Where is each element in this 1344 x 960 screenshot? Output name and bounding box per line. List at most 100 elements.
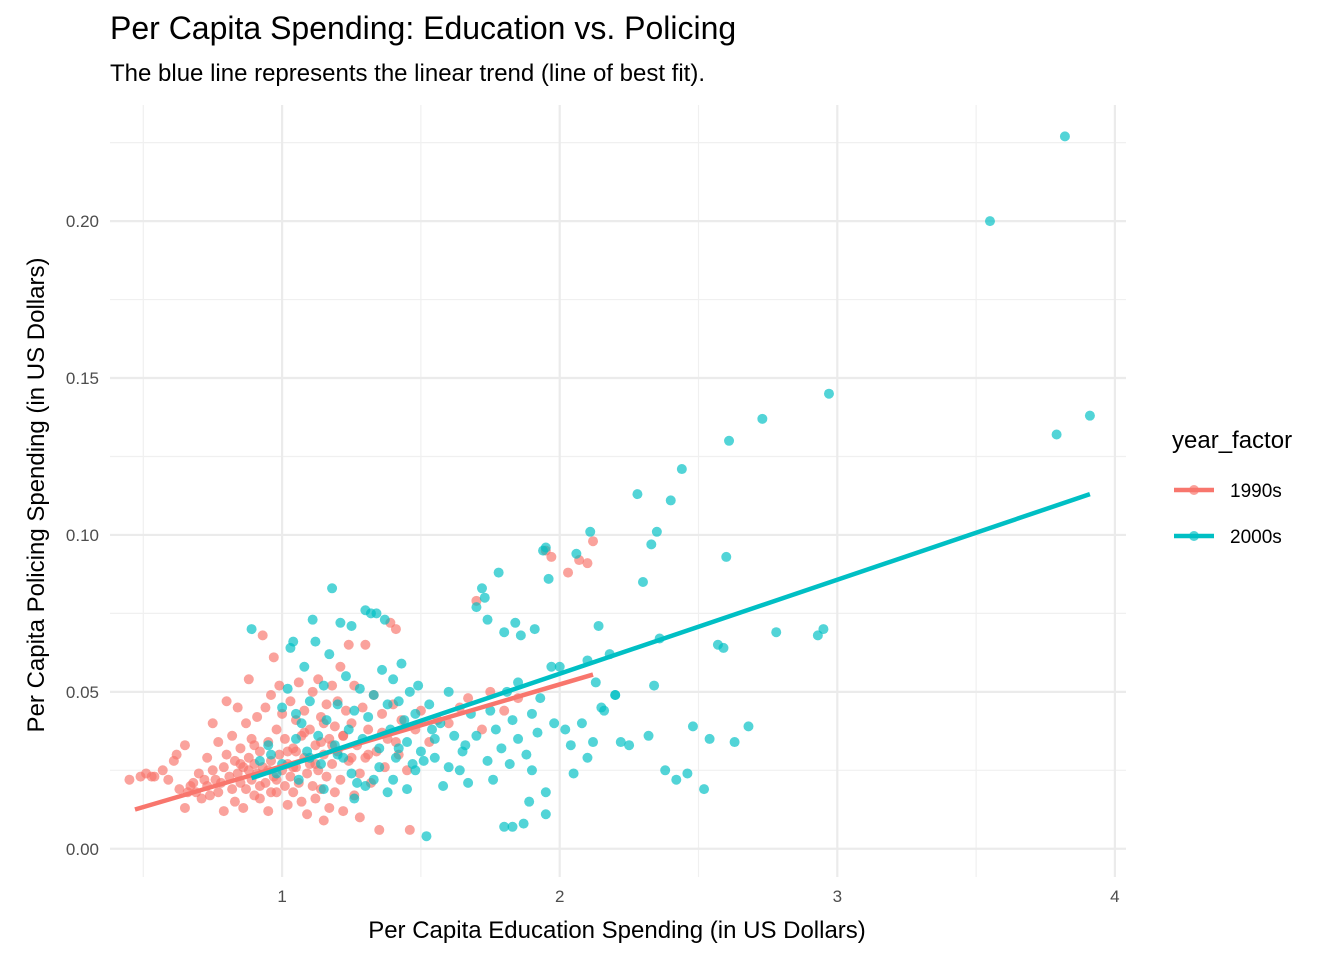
data-point [449,730,460,741]
data-point [476,583,487,594]
data-point [454,765,465,776]
data-point [229,796,240,807]
data-point [404,824,415,835]
data-point [540,809,551,820]
data-point [410,765,421,776]
data-point [463,693,474,704]
data-point [463,777,474,788]
data-point [507,715,518,726]
data-point [984,216,995,227]
data-point [396,658,407,669]
data-point [438,780,449,791]
data-point [546,551,557,562]
data-point [643,730,654,741]
data-point [393,743,404,754]
data-point [479,592,490,603]
major-gridlines [110,105,1126,877]
data-point [302,768,313,779]
data-point [540,787,551,798]
data-point [282,746,293,757]
data-point [343,639,354,650]
data-point [588,737,599,748]
data-point [246,624,257,635]
data-point [335,617,346,628]
legend-key-point [1189,485,1199,495]
data-point [771,627,782,638]
data-point [490,724,501,735]
data-point [360,780,371,791]
legend-label: 2000s [1230,527,1282,548]
data-point [729,737,740,748]
data-point [279,780,290,791]
data-point [296,796,307,807]
y-tick-label: 0.05 [66,683,99,702]
data-point [582,558,593,569]
data-point [332,699,343,710]
data-point [499,627,510,638]
data-point [227,784,238,795]
data-point [149,771,160,782]
data-point [274,680,285,691]
data-point [588,536,599,547]
y-tick-label: 0.15 [66,369,99,388]
data-point [571,548,582,559]
data-point [277,702,288,713]
data-point [399,715,410,726]
data-point [393,696,404,707]
data-point [340,671,351,682]
data-point [315,759,326,770]
data-point [307,686,318,697]
data-point [649,680,660,691]
data-point [526,765,537,776]
data-point [687,721,698,732]
data-point [429,752,440,763]
data-point [596,702,607,713]
data-point [257,630,268,641]
data-point [227,730,238,741]
data-point [488,774,499,785]
data-point [207,765,218,776]
data-point [349,793,360,804]
data-point [374,762,385,773]
data-point [443,762,454,773]
data-point [254,780,265,791]
data-point [296,718,307,729]
data-point [318,680,329,691]
data-point [471,602,482,613]
data-point [576,718,587,729]
data-point [243,765,254,776]
data-point [363,724,374,735]
data-point [163,774,174,785]
legend-item-1990s: 1990s [1174,481,1282,502]
data-point [338,806,349,817]
data-point [293,774,304,785]
data-point [299,705,310,716]
data-point [382,787,393,798]
data-point [651,526,662,537]
data-point [518,818,529,829]
data-point [307,614,318,625]
data-point [560,724,571,735]
data-point [288,636,299,647]
data-point [188,777,199,788]
data-point [266,787,277,798]
data-point [254,793,265,804]
data-point [221,696,232,707]
data-point [402,737,413,748]
data-point [196,793,207,804]
data-point [285,696,296,707]
data-point [346,768,357,779]
data-point [535,693,546,704]
data-point [290,746,301,757]
data-point [390,624,401,635]
data-point [582,752,593,763]
data-point [721,551,732,562]
data-point [213,737,224,748]
data-point [241,718,252,729]
data-point [327,759,338,770]
legend: year_factor 1990s 2000s [1172,427,1292,548]
x-tick-label: 1 [277,887,286,906]
data-point [307,780,318,791]
data-point [329,721,340,732]
